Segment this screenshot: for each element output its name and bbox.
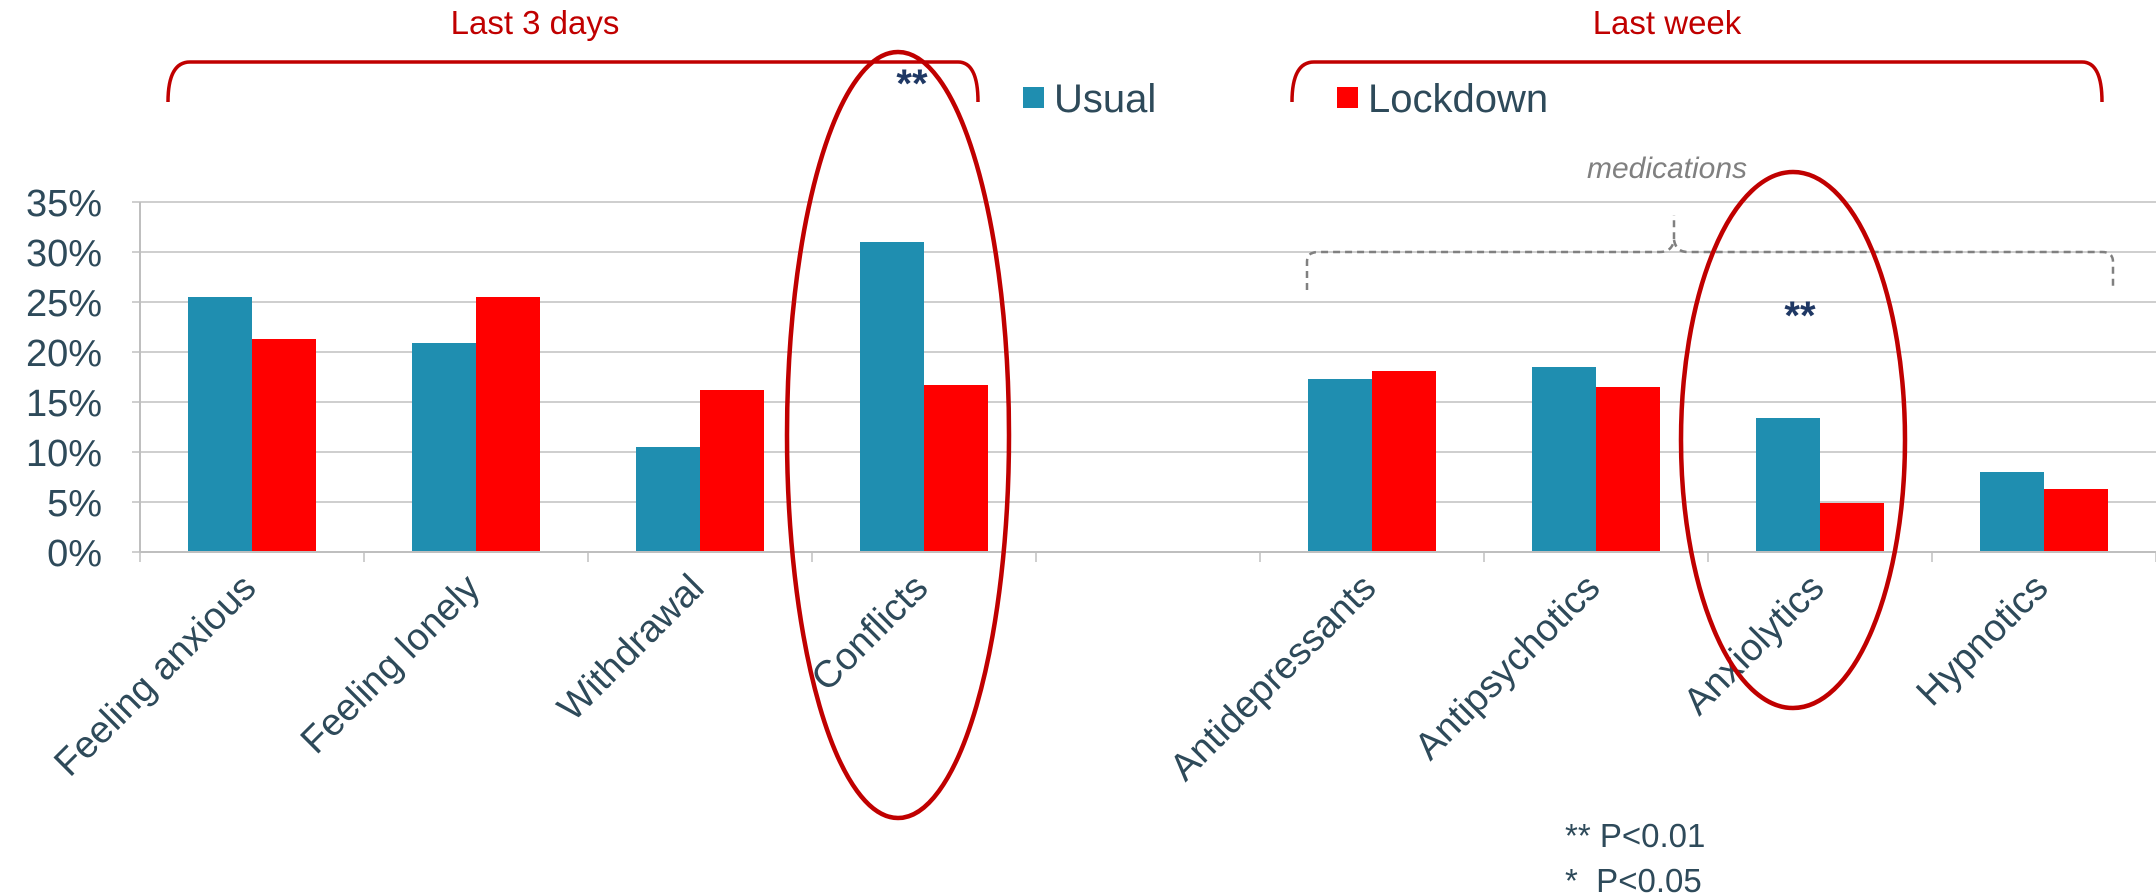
bar-lockdown [252,339,316,552]
footnote-p005: * P<0.05 [1565,862,1702,896]
bar-usual [188,297,252,552]
y-tick-label: 10% [26,433,102,475]
legend-label-lockdown: Lockdown [1368,77,1548,121]
medications-bracket [1305,215,2115,290]
y-tick-label: 35% [26,183,102,225]
footnote-p001: ** P<0.01 [1565,817,1705,854]
left-group-label: Last 3 days [451,4,620,41]
right-group-bracket [1290,60,2104,103]
bar-usual [1532,367,1596,552]
x-tick-label: Withdrawal [550,567,713,730]
x-axis [139,202,2156,562]
legend-swatch-lockdown [1337,87,1358,108]
y-tick-label: 30% [26,233,102,275]
medications-label: medications [1587,152,1747,185]
anxiolytics-highlight-ellipse [1678,169,1908,711]
bar-usual [1980,472,2044,552]
x-tick-label: Feeling anxious [46,567,264,785]
left-group-bracket [166,60,980,103]
y-tick-label: 15% [26,383,102,425]
legend-label-usual: Usual [1054,77,1156,121]
y-tick-label: 20% [26,333,102,375]
legend: Usual Lockdown [1023,77,1548,121]
bar-usual [1308,379,1372,552]
significance-stars-conflicts: ** [896,62,928,106]
bar-usual [860,242,924,552]
x-tick-label: Antidepressants [1162,567,1384,789]
bars [188,242,2108,552]
legend-swatch-usual [1023,87,1044,108]
bar-lockdown [924,385,988,552]
x-tick-label: Conflicts [804,567,937,700]
bar-lockdown [2044,489,2108,552]
bar-usual [412,343,476,552]
bar-usual [1756,418,1820,552]
bar-lockdown [1596,387,1660,552]
x-axis-labels: Feeling anxious Feeling lonely Withdrawal C… [46,567,2056,789]
right-group-label: Last week [1593,4,1742,41]
bar-lockdown [700,390,764,552]
conflicts-highlight-ellipse [784,49,1012,821]
y-tick-label: 5% [47,483,102,525]
bar-lockdown [1372,371,1436,552]
x-tick-label: Feeling lonely [293,567,489,763]
y-tick-label: 25% [26,283,102,325]
x-tick-label: Hypnotics [1909,567,2057,715]
significance-stars-anxiolytics: ** [1784,294,1816,338]
bar-lockdown [476,297,540,552]
y-axis-ticks: 0% 5% 10% 15% 20% 25% 30% 35% [26,183,140,575]
bar-lockdown [1820,503,1884,552]
y-tick-label: 0% [47,533,102,575]
x-tick-label: Antipsychotics [1407,567,1608,768]
bar-usual [636,447,700,552]
